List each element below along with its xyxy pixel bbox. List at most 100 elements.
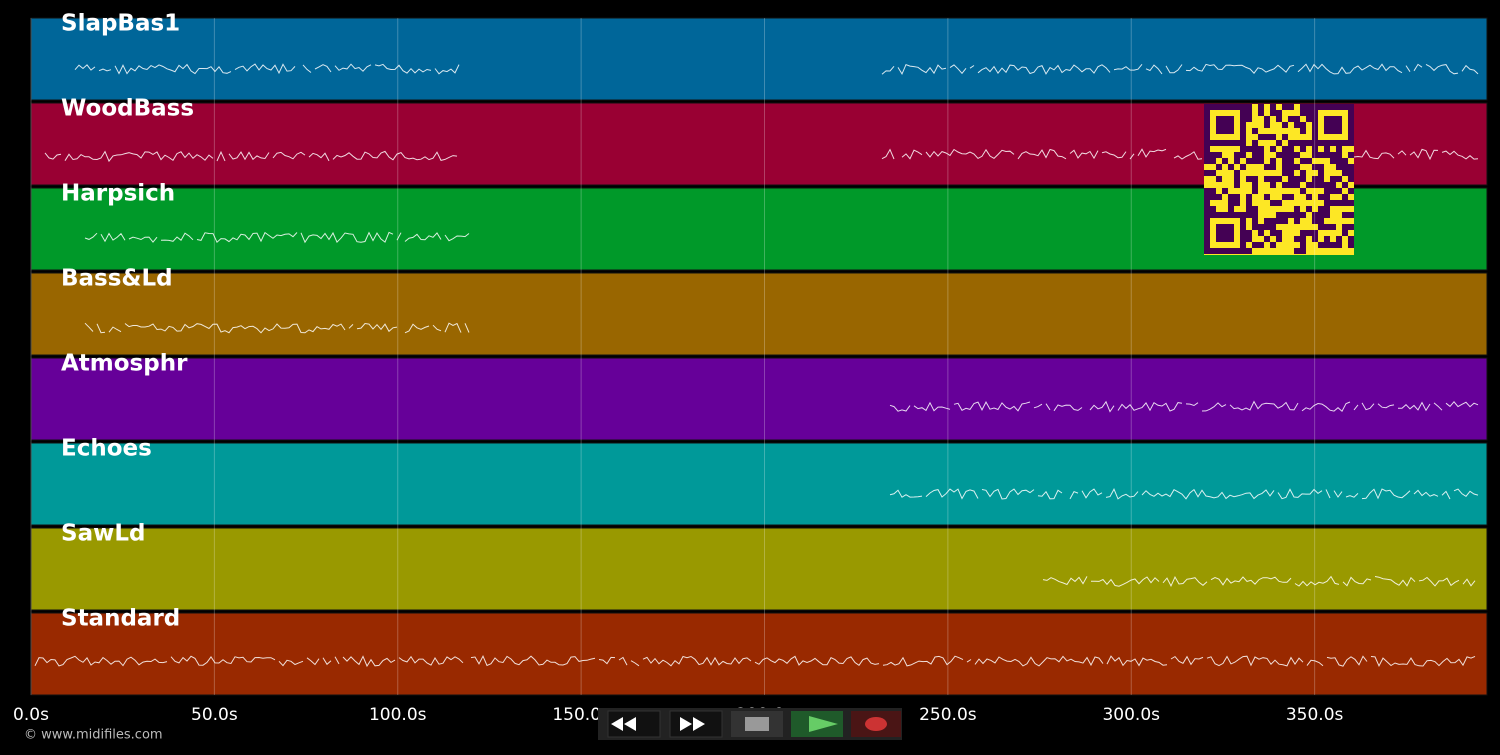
qr-module: [1240, 128, 1246, 134]
qr-module: [1204, 206, 1210, 212]
qr-module: [1222, 248, 1228, 254]
qr-module: [1204, 236, 1210, 242]
qr-module: [1312, 176, 1318, 182]
stop-button[interactable]: [731, 711, 783, 737]
qr-module: [1234, 170, 1240, 176]
qr-module: [1324, 194, 1330, 200]
qr-module: [1324, 116, 1330, 122]
qr-module: [1300, 242, 1306, 248]
note-trace: [889, 400, 1479, 413]
qr-module: [1234, 176, 1240, 182]
qr-module: [1294, 152, 1300, 158]
qr-module: [1348, 104, 1354, 110]
qr-module: [1294, 218, 1300, 224]
qr-module: [1240, 134, 1246, 140]
qr-module: [1264, 116, 1270, 122]
qr-module: [1288, 152, 1294, 158]
qr-module: [1276, 218, 1282, 224]
qr-module: [1318, 152, 1324, 158]
qr-module: [1216, 122, 1222, 128]
qr-module: [1336, 140, 1342, 146]
qr-module: [1204, 212, 1210, 218]
qr-module: [1288, 140, 1294, 146]
qr-module: [1336, 158, 1342, 164]
qr-module: [1204, 194, 1210, 200]
qr-module: [1264, 134, 1270, 140]
qr-module: [1312, 110, 1318, 116]
qr-module: [1324, 104, 1330, 110]
qr-module: [1210, 248, 1216, 254]
qr-module: [1222, 188, 1228, 194]
track-lane: [30, 17, 1488, 101]
track-lane: [30, 612, 1488, 696]
qr-module: [1270, 230, 1276, 236]
qr-module: [1216, 152, 1222, 158]
forward-icon[interactable]: [680, 717, 705, 731]
qr-module: [1306, 116, 1312, 122]
track-name: Harpsich: [61, 181, 175, 207]
qr-module: [1306, 104, 1312, 110]
qr-module: [1270, 182, 1276, 188]
qr-module: [1216, 140, 1222, 146]
qr-module: [1276, 230, 1282, 236]
qr-module: [1210, 158, 1216, 164]
qr-module: [1348, 212, 1354, 218]
qr-module: [1330, 116, 1336, 122]
qr-module: [1312, 146, 1318, 152]
x-tick-label: 50.0s: [191, 705, 238, 725]
qr-module: [1228, 164, 1234, 170]
forward-button[interactable]: [669, 710, 723, 738]
qr-module: [1228, 224, 1234, 230]
qr-module: [1270, 242, 1276, 248]
qr-module: [1312, 140, 1318, 146]
qr-module: [1324, 182, 1330, 188]
qr-module: [1324, 152, 1330, 158]
qr-module: [1240, 122, 1246, 128]
qr-module: [1336, 146, 1342, 152]
play-icon[interactable]: [809, 716, 838, 732]
qr-module: [1336, 122, 1342, 128]
qr-module: [1312, 236, 1318, 242]
qr-module: [1294, 116, 1300, 122]
stop-icon[interactable]: [745, 717, 769, 731]
qr-module: [1240, 146, 1246, 152]
qr-module: [1312, 116, 1318, 122]
x-tick-label: 300.0s: [1102, 705, 1160, 725]
qr-module: [1258, 146, 1264, 152]
qr-module: [1228, 122, 1234, 128]
qr-module: [1210, 206, 1216, 212]
qr-module: [1318, 212, 1324, 218]
qr-module: [1306, 194, 1312, 200]
qr-module: [1282, 122, 1288, 128]
rewind-icon[interactable]: [611, 717, 636, 731]
qr-module: [1222, 230, 1228, 236]
qr-module: [1276, 200, 1282, 206]
qr-module: [1318, 140, 1324, 146]
qr-module: [1342, 182, 1348, 188]
qr-module: [1216, 176, 1222, 182]
record-button[interactable]: [851, 711, 901, 737]
qr-module: [1234, 158, 1240, 164]
qr-module: [1210, 104, 1216, 110]
qr-module: [1216, 212, 1222, 218]
qr-module: [1258, 224, 1264, 230]
qr-module: [1348, 200, 1354, 206]
qr-module: [1252, 158, 1258, 164]
qr-module: [1264, 224, 1270, 230]
qr-module: [1282, 182, 1288, 188]
qr-module: [1336, 164, 1342, 170]
qr-module: [1228, 206, 1234, 212]
qr-module: [1324, 212, 1330, 218]
record-icon[interactable]: [865, 717, 887, 731]
qr-module: [1348, 188, 1354, 194]
qr-module: [1318, 242, 1324, 248]
qr-module: [1318, 194, 1324, 200]
qr-module: [1336, 236, 1342, 242]
play-button[interactable]: [791, 711, 843, 737]
note-trace: [889, 488, 1479, 500]
qr-module: [1264, 122, 1270, 128]
track-lane: [30, 272, 1488, 356]
rewind-button[interactable]: [607, 710, 661, 738]
qr-module: [1240, 116, 1246, 122]
qr-module: [1318, 170, 1324, 176]
